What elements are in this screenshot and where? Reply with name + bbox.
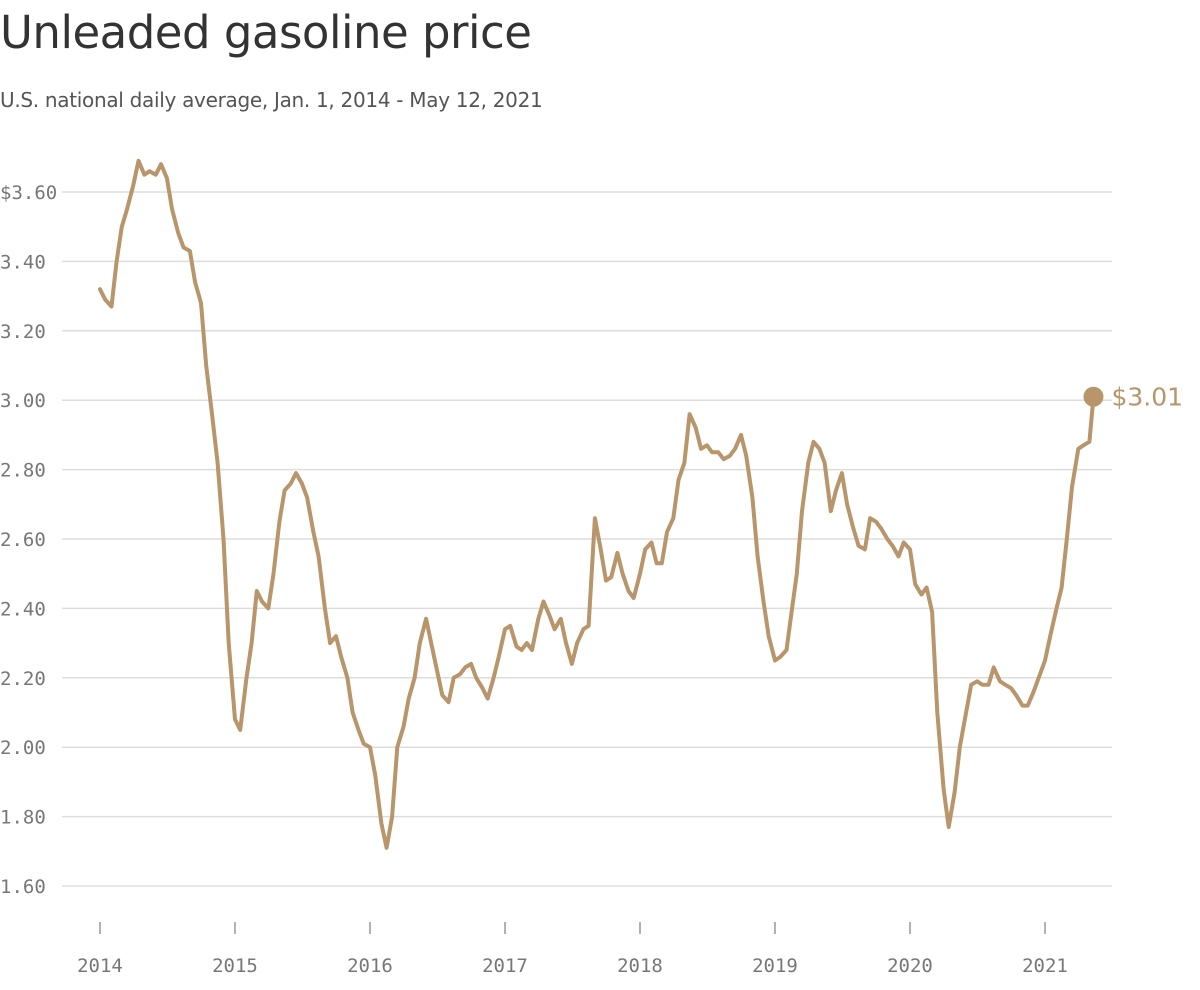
x-tick-label: 2016 xyxy=(347,955,393,977)
x-tick-label: 2019 xyxy=(752,955,798,977)
latest-value-dot xyxy=(1083,386,1104,407)
y-axis-ticks: 1.60 1.80 2.00 2.20 2.40 2.60 2.80 3.00 3.20 3.40… xyxy=(0,182,57,898)
y-tick-label: 3.40 xyxy=(0,251,46,273)
x-tick-label: 2017 xyxy=(482,955,528,977)
chart-title: Unleaded gasoline price xyxy=(0,6,532,59)
y-tick-label: 2.60 xyxy=(0,529,46,551)
y-tick-label: 3.20 xyxy=(0,321,46,343)
y-tick-label: $3.60 xyxy=(0,182,57,204)
chart-subtitle: U.S. national daily average, Jan. 1, 201… xyxy=(0,88,543,112)
y-tick-label: 3.00 xyxy=(0,390,46,412)
y-tick-label: 2.80 xyxy=(0,460,46,482)
x-tick-label: 2021 xyxy=(1022,955,1068,977)
y-tick-label: 2.00 xyxy=(0,737,46,759)
y-tick-label: 1.80 xyxy=(0,807,46,829)
y-tick-label: 2.20 xyxy=(0,668,46,690)
x-tick-label: 2015 xyxy=(212,955,258,977)
latest-value-label: $3.01 xyxy=(1111,383,1183,412)
x-tick-label: 2014 xyxy=(77,955,123,977)
y-tick-label: 2.40 xyxy=(0,598,46,620)
x-axis-ticks: 2014 2015 2016 2017 2018 2019 2020 2021 xyxy=(77,922,1068,977)
x-tick-label: 2018 xyxy=(617,955,663,977)
price-series-line xyxy=(98,158,1096,850)
x-tick-label: 2020 xyxy=(887,955,933,977)
y-tick-label: 1.60 xyxy=(0,876,46,898)
